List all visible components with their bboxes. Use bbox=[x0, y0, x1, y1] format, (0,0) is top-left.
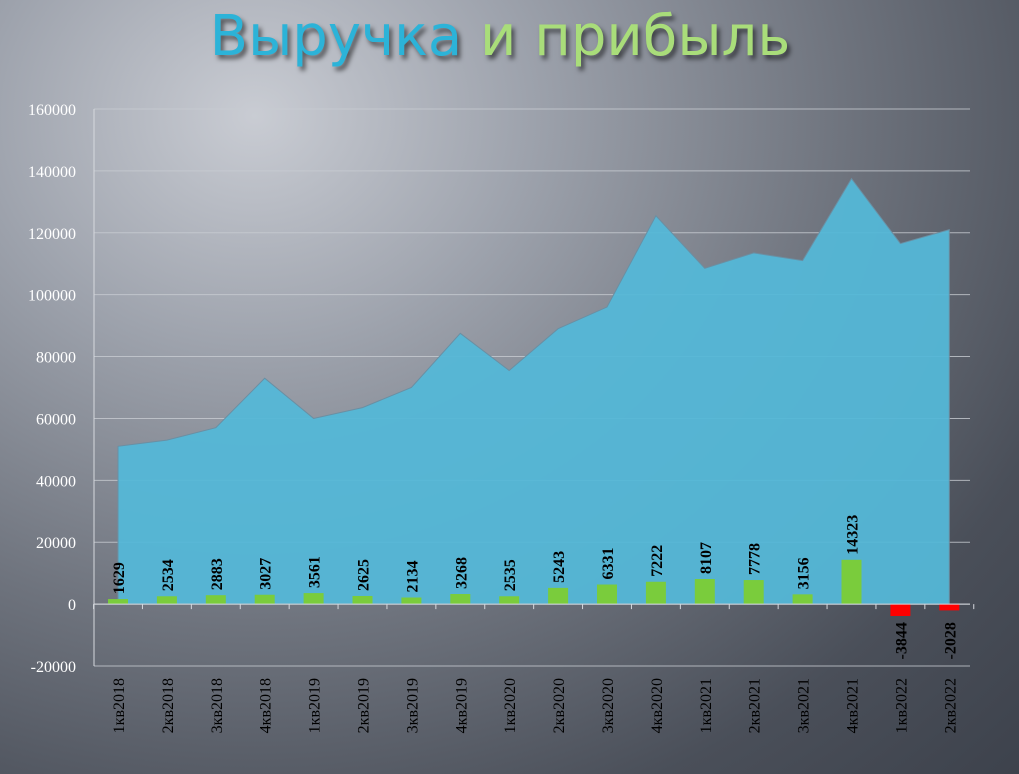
x-tick-label-2кв2020: 2кв2020 bbox=[551, 678, 568, 733]
profit-label-2кв2019: 2625 bbox=[356, 559, 373, 591]
x-tick-label-4кв2019: 4кв2019 bbox=[453, 678, 470, 733]
x-tick-label-3кв2019: 3кв2019 bbox=[404, 678, 421, 733]
y-tick-label-3: 100000 bbox=[28, 288, 76, 305]
x-tick-label-1кв2020: 1кв2020 bbox=[502, 678, 519, 733]
x-axis-tick-labels: 1кв2018 2кв2018 3кв2018 4кв2018 1кв2019 2кв20… bbox=[111, 678, 959, 733]
profit-label-4кв2021: 14323 bbox=[845, 515, 862, 555]
x-tick-label-4кв2020: 4кв2020 bbox=[649, 678, 666, 733]
profit-bar-2кв2021 bbox=[743, 580, 764, 605]
profit-bar-2кв2019 bbox=[352, 595, 373, 605]
profit-bar-3кв2021 bbox=[792, 594, 813, 605]
profit-bar-4кв2020 bbox=[645, 581, 666, 605]
x-tick-label-4кв2021: 4кв2021 bbox=[845, 678, 862, 733]
x-tick-label-2кв2022: 2кв2022 bbox=[942, 678, 959, 733]
axes bbox=[93, 109, 975, 666]
profit-data-labels: 1629 2534 2883 3027 3561 2625 2134 3268 2535 5243… bbox=[111, 515, 959, 660]
y-tick-label-2: 120000 bbox=[28, 226, 76, 243]
profit-bar-4кв2021 bbox=[841, 559, 862, 605]
y-tick-label-7: 20000 bbox=[36, 535, 76, 552]
x-tick-label-3кв2018: 3кв2018 bbox=[209, 678, 226, 733]
profit-bar-2кв2022 bbox=[939, 604, 960, 611]
profit-label-3кв2019: 2134 bbox=[404, 561, 421, 593]
page-title: Выручка и прибыль bbox=[0, 2, 1000, 72]
x-tick-label-2кв2019: 2кв2019 bbox=[356, 678, 373, 733]
y-tick-label-9: -20000 bbox=[31, 659, 76, 676]
revenue-area bbox=[117, 177, 950, 605]
y-tick-label-0: 160000 bbox=[28, 102, 76, 119]
profit-bar-2кв2020 bbox=[548, 587, 569, 605]
profit-label-2кв2018: 2534 bbox=[160, 559, 177, 591]
x-tick-label-3кв2021: 3кв2021 bbox=[796, 678, 813, 733]
profit-bar-1кв2020 bbox=[499, 596, 520, 605]
profit-label-1кв2022: -3844 bbox=[893, 622, 910, 659]
profit-label-1кв2018: 1629 bbox=[111, 562, 128, 594]
y-tick-label-6: 40000 bbox=[36, 473, 76, 490]
x-tick-label-3кв2020: 3кв2020 bbox=[600, 678, 617, 733]
title-part-revenue: Выручка bbox=[209, 4, 463, 69]
profit-label-4кв2019: 3268 bbox=[453, 557, 470, 589]
profit-label-1кв2019: 3561 bbox=[307, 556, 324, 588]
profit-bar-1кв2022 bbox=[890, 604, 911, 617]
x-tick-label-1кв2022: 1кв2022 bbox=[893, 678, 910, 733]
x-tick-label-1кв2019: 1кв2019 bbox=[307, 678, 324, 733]
y-axis-tick-labels: 160000 140000 120000 100000 80000 60000 40000 2… bbox=[28, 102, 76, 676]
profit-bar-3кв2018 bbox=[205, 595, 226, 605]
profit-label-4кв2018: 3027 bbox=[258, 558, 275, 590]
profit-bar-4кв2019 bbox=[450, 593, 471, 605]
profit-bar-series bbox=[108, 559, 960, 617]
profit-label-3кв2018: 2883 bbox=[209, 558, 226, 590]
profit-bar-3кв2019 bbox=[401, 597, 422, 605]
profit-label-4кв2020: 7222 bbox=[649, 545, 666, 577]
profit-label-2кв2022: -2028 bbox=[942, 622, 959, 659]
revenue-area-series bbox=[117, 177, 950, 605]
y-tick-label-8: 0 bbox=[68, 597, 76, 614]
profit-bar-1кв2018 bbox=[108, 599, 128, 605]
profit-bar-1кв2019 bbox=[303, 593, 324, 605]
profit-label-3кв2020: 6331 bbox=[600, 548, 617, 580]
profit-label-2кв2021: 7778 bbox=[747, 543, 764, 575]
profit-bar-1кв2021 bbox=[694, 579, 715, 605]
profit-bar-4кв2018 bbox=[254, 594, 275, 605]
title-part-profit: и прибыль bbox=[480, 4, 791, 69]
profit-bar-2кв2018 bbox=[156, 596, 177, 605]
profit-label-2кв2020: 5243 bbox=[551, 551, 568, 583]
y-tick-label-4: 80000 bbox=[36, 350, 76, 367]
profit-label-3кв2021: 3156 bbox=[796, 557, 813, 589]
x-tick-label-1кв2018: 1кв2018 bbox=[111, 678, 128, 733]
x-tick-label-2кв2018: 2кв2018 bbox=[160, 678, 177, 733]
x-tick-label-4кв2018: 4кв2018 bbox=[258, 678, 275, 733]
x-tick-label-2кв2021: 2кв2021 bbox=[747, 678, 764, 733]
y-tick-label-5: 60000 bbox=[36, 411, 76, 428]
x-tick-label-1кв2021: 1кв2021 bbox=[698, 678, 715, 733]
profit-label-1кв2021: 8107 bbox=[698, 542, 715, 574]
profit-label-1кв2020: 2535 bbox=[502, 559, 519, 591]
y-tick-label-1: 140000 bbox=[28, 164, 76, 181]
profit-bar-3кв2020 bbox=[597, 584, 617, 605]
